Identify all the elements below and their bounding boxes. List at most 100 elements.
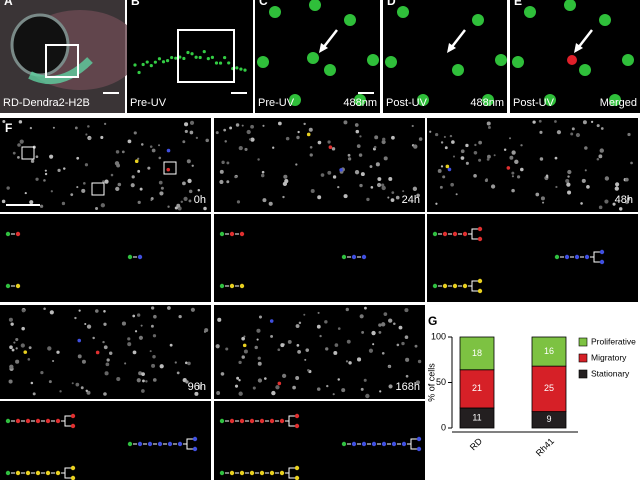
lineage-node xyxy=(599,259,605,265)
lineage-node xyxy=(249,470,255,476)
nucleus xyxy=(402,190,405,193)
nucleus xyxy=(282,343,285,346)
nucleus xyxy=(15,347,18,350)
lineage-node xyxy=(294,475,300,480)
nucleus xyxy=(520,167,524,172)
bar-segment xyxy=(459,336,495,371)
nucleus xyxy=(584,169,587,172)
nucleus xyxy=(103,310,106,313)
nucleus xyxy=(147,166,151,170)
nucleus xyxy=(416,193,420,198)
lineage-node xyxy=(70,465,76,471)
nucleus xyxy=(86,390,91,395)
lineage-node xyxy=(361,254,367,260)
nucleus xyxy=(257,56,269,68)
nucleus xyxy=(308,127,313,132)
nucleus xyxy=(20,343,25,348)
nucleus xyxy=(570,132,574,136)
nucleus xyxy=(29,200,34,205)
panel-label: Merged xyxy=(600,97,637,109)
nucleus xyxy=(153,314,157,319)
nucleus xyxy=(238,391,243,396)
lineage-node xyxy=(477,226,483,232)
lineage-node xyxy=(259,418,265,424)
nucleus xyxy=(29,126,33,130)
nucleus xyxy=(130,183,135,188)
nucleus xyxy=(405,374,409,378)
lineage-branch xyxy=(61,415,71,427)
nucleus xyxy=(343,120,348,125)
nucleus xyxy=(44,172,48,176)
nucleus xyxy=(86,324,92,329)
nucleus xyxy=(17,156,20,159)
nucleus xyxy=(307,368,310,372)
nucleus xyxy=(345,307,349,312)
nucleus xyxy=(382,137,386,141)
time-label: 168h xyxy=(396,381,420,393)
cell xyxy=(227,61,231,65)
nucleus xyxy=(244,147,248,152)
bar-segment xyxy=(459,369,495,409)
panel-letter: E xyxy=(514,0,522,8)
nucleus xyxy=(92,336,95,340)
nucleus xyxy=(223,128,227,132)
nucleus xyxy=(275,385,280,390)
lineage-branch xyxy=(285,415,295,427)
nucleus xyxy=(347,153,351,157)
nucleus xyxy=(365,393,370,399)
nucleus xyxy=(412,186,418,191)
nucleus xyxy=(250,137,255,142)
nucleus xyxy=(141,372,145,377)
nucleus xyxy=(236,376,240,380)
nucleus xyxy=(76,156,80,160)
nucleus xyxy=(21,308,26,313)
nucleus xyxy=(30,381,34,385)
nucleus xyxy=(124,362,127,365)
lineage-node xyxy=(432,283,438,289)
nucleus xyxy=(373,145,377,149)
nucleus xyxy=(418,137,423,141)
nucleus xyxy=(197,189,201,192)
panel-label: Post-UV xyxy=(513,97,555,109)
nucleus xyxy=(337,378,340,381)
nucleus xyxy=(63,167,66,170)
nucleus xyxy=(316,387,321,391)
x-tick-label: RD xyxy=(468,436,485,453)
lineage-node xyxy=(35,470,41,476)
panel-label: 488nm xyxy=(343,97,377,109)
cell xyxy=(186,50,190,55)
nucleus xyxy=(83,182,86,185)
nucleus xyxy=(580,202,583,205)
nucleus xyxy=(363,378,367,382)
lineage-panel xyxy=(0,401,211,480)
nucleus xyxy=(465,143,469,148)
nucleus xyxy=(115,186,120,192)
nucleus xyxy=(70,193,74,197)
nucleus xyxy=(372,343,375,346)
nucleus xyxy=(19,139,24,144)
nucleus xyxy=(391,135,395,140)
nucleus xyxy=(252,386,256,390)
nucleus xyxy=(381,139,386,145)
nucleus xyxy=(415,380,420,385)
nucleus xyxy=(236,200,241,204)
nucleus xyxy=(48,380,52,384)
nucleus xyxy=(443,135,446,138)
nucleus xyxy=(614,186,619,191)
nucleus xyxy=(204,328,209,333)
nucleus xyxy=(511,188,515,193)
nucleus xyxy=(145,380,148,383)
panel-label: RD-Dendra2-H2B xyxy=(3,97,90,109)
nucleus xyxy=(103,322,107,326)
nucleus xyxy=(442,175,446,179)
panel-letter: A xyxy=(4,0,13,8)
nucleus xyxy=(360,172,365,177)
nucleus xyxy=(509,137,512,140)
nucleus xyxy=(141,143,144,146)
nucleus xyxy=(12,151,16,155)
nucleus xyxy=(487,125,491,129)
nucleus xyxy=(316,324,321,329)
nucleus xyxy=(413,144,418,149)
nucleus xyxy=(520,144,523,147)
nucleus xyxy=(444,146,448,150)
